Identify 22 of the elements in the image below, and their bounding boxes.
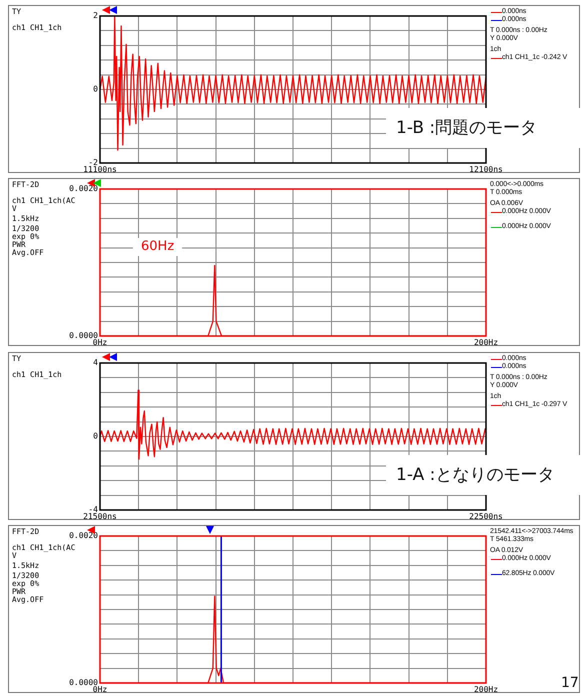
y-tick-label: -2 xyxy=(88,158,98,168)
x-tick-label: 11100ns xyxy=(83,164,118,174)
annotation: 60Hz xyxy=(133,238,182,256)
y-tick-label: 0 xyxy=(93,84,98,94)
annotation: 1-A :となりのモータ xyxy=(395,464,554,487)
x-tick-label: 0Hz xyxy=(92,684,108,694)
y-tick-label: 0.0000 xyxy=(69,678,98,688)
annotation: 1-B :問題のモータ xyxy=(395,117,538,140)
y-tick-label: 0.0000 xyxy=(69,331,98,340)
y-tick-label: 4 xyxy=(93,358,98,368)
y-tick-label: 0.0020 xyxy=(69,531,98,540)
y-tick-label: 0.0020 xyxy=(69,184,98,194)
x-tick-label: 0Hz xyxy=(92,338,108,347)
y-tick-label: 2 xyxy=(93,11,98,20)
x-tick-label: 200Hz xyxy=(474,338,498,347)
y-tick-label: -4 xyxy=(88,505,98,514)
text: 17 xyxy=(561,675,579,691)
x-tick-label: 12100ns xyxy=(469,164,504,174)
y-tick-label: 0 xyxy=(93,432,98,441)
x-tick-label: 21500ns xyxy=(83,512,118,521)
x-tick-label: 200Hz xyxy=(474,684,498,694)
x-tick-label: 22500ns xyxy=(469,512,504,521)
